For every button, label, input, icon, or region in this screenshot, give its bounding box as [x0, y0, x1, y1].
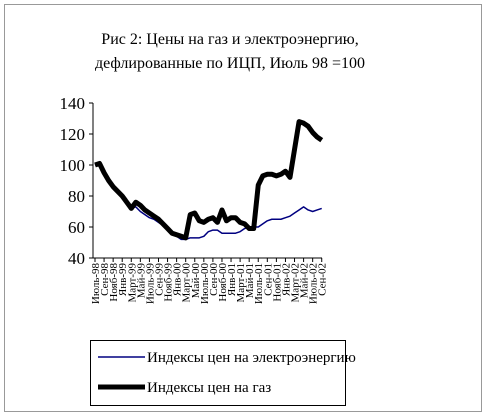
legend-label: Индексы цен на газ: [147, 380, 271, 396]
x-tick-label: Май-99: [135, 263, 147, 299]
x-tick-label: Янв-99: [117, 263, 129, 297]
y-tick-label: 120: [60, 125, 86, 144]
y-tick-label: 40: [68, 249, 85, 268]
x-tick-label: Янв-01: [226, 263, 238, 296]
x-tick-label: Нояб-98: [108, 263, 120, 302]
x-tick-label: Май-01: [244, 263, 256, 298]
x-tick-label: Июль-99: [144, 263, 156, 305]
x-tick-label: Март-02: [290, 263, 302, 303]
x-tick-label: Май-02: [299, 263, 311, 298]
x-tick-label: Нояб-00: [217, 263, 229, 302]
x-tick-label: Март-00: [181, 263, 193, 303]
legend: [90, 340, 346, 406]
x-tick-label: Июль-02: [308, 263, 320, 304]
chart-title: Рис 2: Цены на газ и электроэнергию,: [101, 31, 358, 48]
x-tick-label: Нояб-99: [163, 263, 175, 302]
x-tick-label: Сен-01: [262, 263, 274, 296]
series-line: [94, 119, 324, 241]
y-tick-label: 80: [68, 187, 85, 206]
x-tick-label: Май-00: [190, 263, 202, 299]
x-tick-label: Март-01: [235, 263, 247, 303]
y-tick-label: 140: [60, 94, 86, 113]
x-tick-label: Нояб-01: [271, 263, 283, 302]
y-tick-label: 100: [60, 156, 86, 175]
legend-label: Индексы цен на электроэнергию: [147, 350, 356, 366]
x-tick-label: Июль-98: [90, 263, 102, 305]
x-tick-label: Июль-01: [253, 263, 265, 304]
x-tick-label: Сен-98: [99, 263, 111, 296]
y-tick-label: 60: [68, 218, 85, 237]
x-tick-label: Март-99: [126, 263, 138, 303]
x-tick-label: Янв-02: [280, 263, 292, 296]
x-tick-label: Июль-00: [199, 263, 211, 305]
x-tick-label: Сен-00: [208, 263, 220, 296]
x-tick-label: Сен-99: [153, 263, 165, 296]
x-tick-label: Янв-00: [172, 263, 184, 297]
chart-title: дефлированные по ИЦП, Июль 98 =100: [95, 55, 365, 72]
x-tick-label: Сен-02: [317, 263, 329, 296]
